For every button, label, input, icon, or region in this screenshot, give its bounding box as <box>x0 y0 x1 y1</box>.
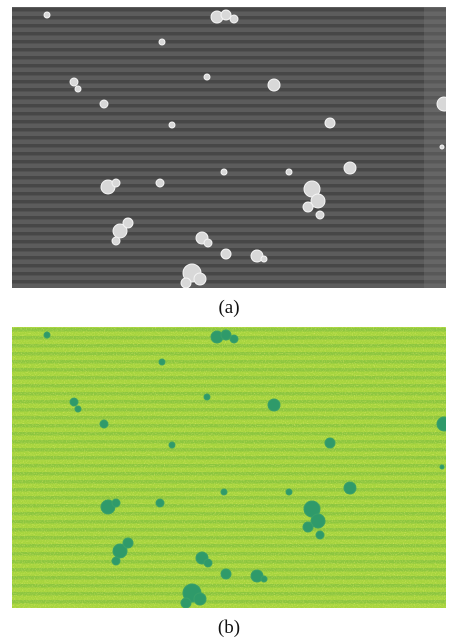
panel-a <box>12 7 455 288</box>
figure: (a) (b) <box>0 0 456 644</box>
sem-image <box>12 7 446 288</box>
panel-b <box>12 327 455 608</box>
panel-label: (b) <box>218 617 240 638</box>
panel-label: (a) <box>218 297 239 318</box>
